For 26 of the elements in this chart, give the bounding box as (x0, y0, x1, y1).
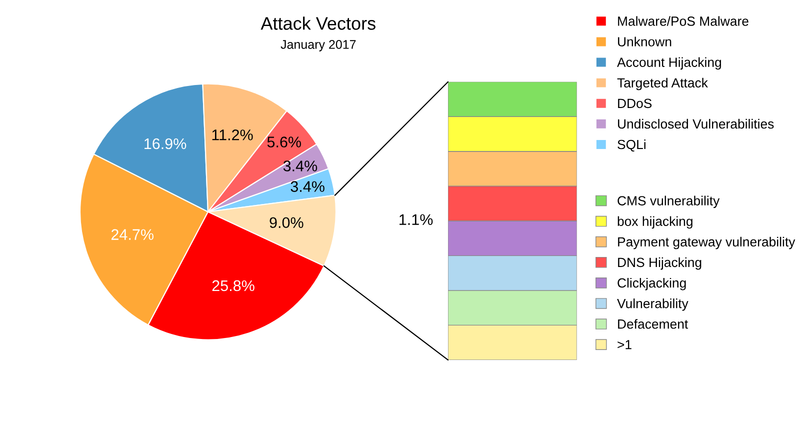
legend-label: Vulnerability (617, 298, 688, 311)
data-label: 5.6% (267, 136, 302, 148)
text: 1.1% (400, 214, 433, 225)
legend-label: Clickjacking (618, 278, 686, 290)
data-label: 3.4% (283, 160, 318, 172)
data-label: 25.8% (212, 280, 254, 292)
data-label: 9.0% (270, 217, 304, 228)
text: January 2017 (280, 40, 356, 52)
legend-label: Defacement (618, 319, 688, 329)
data-label: 16.9% (144, 138, 186, 150)
legend-label: >1 (618, 340, 632, 350)
data-label: 11.2% (212, 130, 253, 140)
legend-label: Malware/PoS Malware (618, 16, 748, 26)
chart-title: Attack Vectors (260, 16, 376, 30)
data-label: 3.4% (290, 181, 324, 192)
legend-label: DDoS (618, 98, 652, 108)
text: Payment gateway vulnerability (618, 236, 796, 250)
legend-label: Unknown (618, 36, 672, 46)
text: DNS Hijacking (618, 257, 702, 270)
data-label: 24.7% (111, 229, 154, 240)
legend-label: SQLi (618, 139, 646, 152)
legend-label: Account Hijacking (617, 57, 722, 70)
legend-label: box hijacking (618, 216, 692, 229)
legend-label: Undisclosed Vulnerabilities (618, 118, 774, 129)
legend-label: Targeted Attack (617, 78, 708, 90)
legend-label: CMS vulnerability (618, 196, 720, 208)
